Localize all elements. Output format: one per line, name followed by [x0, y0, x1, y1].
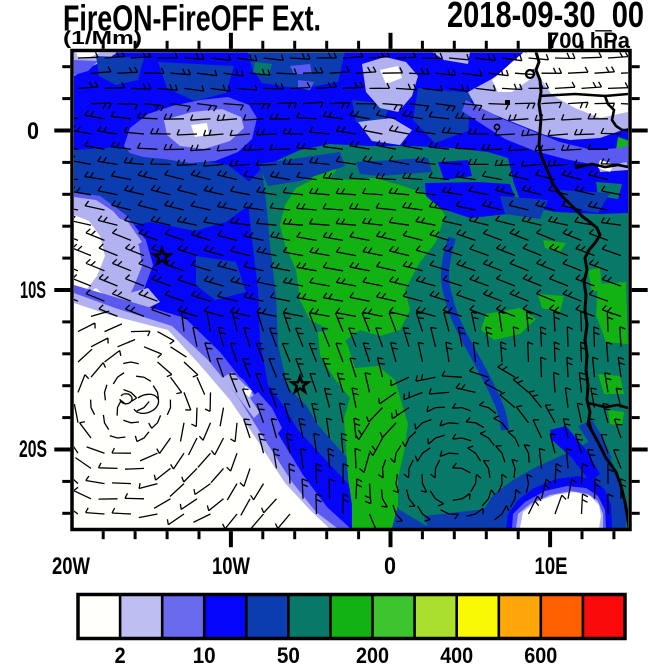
svg-text:600: 600 — [524, 643, 557, 667]
svg-text:20S: 20S — [19, 436, 47, 463]
svg-text:10W: 10W — [212, 553, 250, 580]
svg-text:0: 0 — [27, 118, 39, 145]
svg-text:10: 10 — [193, 643, 216, 667]
svg-text:400: 400 — [440, 643, 473, 667]
svg-text:10E: 10E — [535, 553, 568, 580]
svg-text:700 hPa: 700 hPa — [547, 28, 631, 53]
svg-text:0: 0 — [384, 553, 396, 580]
svg-text:FireON-FireOFF Ext.: FireON-FireOFF Ext. — [63, 0, 321, 39]
svg-text:20W: 20W — [52, 553, 90, 580]
svg-text:2018-09-30_00: 2018-09-30_00 — [447, 0, 644, 35]
svg-text:200: 200 — [356, 643, 389, 667]
svg-text:(1/Mm): (1/Mm) — [63, 28, 142, 48]
svg-text:10S: 10S — [20, 277, 46, 304]
svg-text:2: 2 — [115, 643, 126, 667]
svg-text:50: 50 — [277, 643, 300, 667]
